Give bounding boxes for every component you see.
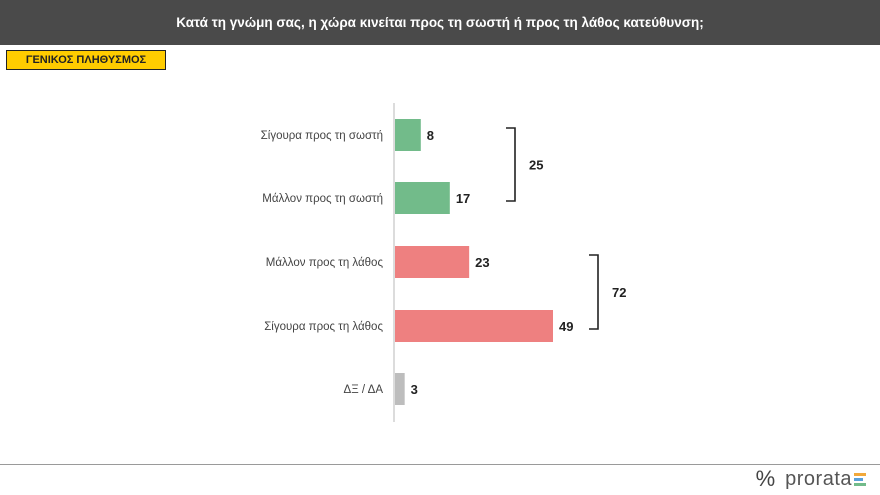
category-label: ΔΞ / ΔΑ	[344, 384, 384, 396]
chart-title: Κατά τη γνώμη σας, η χώρα κινείται προς …	[0, 0, 880, 45]
bars-icon	[854, 472, 866, 486]
bar	[395, 119, 421, 151]
group-total-label: 72	[612, 285, 626, 300]
chart-title-text: Κατά τη γνώμη σας, η χώρα κινείται προς …	[176, 15, 704, 30]
population-badge: ΓΕΝΙΚΟΣ ΠΛΗΘΥΣΜΟΣ	[6, 50, 166, 70]
bar	[395, 182, 450, 214]
group-total-label: 25	[529, 158, 543, 173]
percent-icon: %	[755, 466, 776, 491]
category-label: Σίγουρα προς τη σωστή	[261, 130, 383, 142]
data-label: 17	[456, 191, 470, 206]
bar-chart: Σίγουρα προς τη σωστή 8 Μάλλον προς τη σωσ…	[261, 103, 626, 422]
category-label: Σίγουρα προς τη λάθος	[264, 321, 383, 333]
bar	[395, 310, 553, 342]
brand-name: prorata	[785, 467, 852, 490]
group-bracket	[589, 254, 599, 330]
data-label: 49	[559, 319, 573, 334]
group-bracket	[506, 127, 516, 202]
bar	[395, 373, 405, 405]
data-label: 23	[475, 255, 489, 270]
brand-logo: % prorata	[756, 467, 866, 491]
data-label: 3	[411, 382, 418, 397]
category-label: Μάλλον προς τη λάθος	[266, 257, 384, 269]
population-badge-label: ΓΕΝΙΚΟΣ ΠΛΗΘΥΣΜΟΣ	[25, 54, 147, 66]
category-label: Μάλλον προς τη σωστή	[262, 193, 383, 205]
data-label: 8	[427, 128, 434, 143]
footer-divider	[0, 464, 880, 465]
bar	[395, 246, 470, 278]
